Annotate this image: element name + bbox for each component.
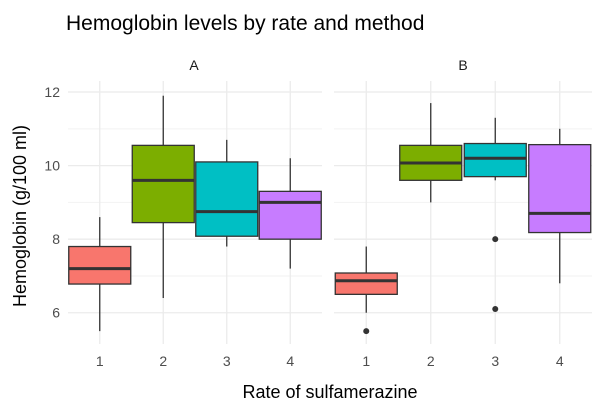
box-panel-a-rate-2 (131, 95, 195, 299)
box-panel-a-rate-1 (68, 217, 132, 332)
box-body (195, 161, 259, 237)
box-body (528, 143, 592, 234)
panel-a-strip-label: A (189, 57, 199, 73)
y-tick-label: 12 (44, 84, 60, 100)
x-axis-title: Rate of sulfamerazine (242, 382, 417, 402)
chart-title: Hemoglobin levels by rate and method (66, 12, 424, 35)
x-tick-label: 3 (491, 353, 499, 369)
box-body (463, 142, 527, 178)
box-panel-a-rate-4 (258, 158, 322, 269)
box-panel-b-rate-3 (463, 117, 527, 313)
x-tick-label: 4 (556, 353, 564, 369)
box-panel-a-rate-3 (195, 139, 259, 247)
x-tick-label: 1 (96, 353, 104, 369)
x-tick-label: 1 (362, 353, 370, 369)
y-axis-title: Hemoglobin (g/100 ml) (10, 125, 30, 307)
y-axis-ticks: 6 8 10 12 (44, 84, 60, 321)
box-panel-b-rate-1 (334, 246, 398, 335)
outlier-point (492, 306, 499, 313)
box-panel-b-rate-2 (399, 103, 463, 203)
y-tick-label: 8 (52, 231, 60, 247)
box-body (68, 245, 132, 285)
panel-b: B 1 2 3 4 (334, 57, 592, 369)
outlier-point (363, 328, 370, 335)
x-tick-label: 4 (286, 353, 294, 369)
box-body (258, 190, 322, 240)
y-tick-label: 10 (44, 158, 60, 174)
panel-b-strip-label: B (458, 57, 467, 73)
panel-a: A 1 2 3 4 (68, 57, 322, 369)
x-tick-label: 2 (427, 353, 435, 369)
box-body (334, 272, 398, 295)
outlier-point (492, 236, 499, 243)
x-tick-label: 3 (223, 353, 231, 369)
x-tick-label: 2 (159, 353, 167, 369)
box-body (131, 144, 195, 224)
y-tick-label: 6 (52, 305, 60, 321)
box-panel-b-rate-4 (528, 128, 592, 284)
